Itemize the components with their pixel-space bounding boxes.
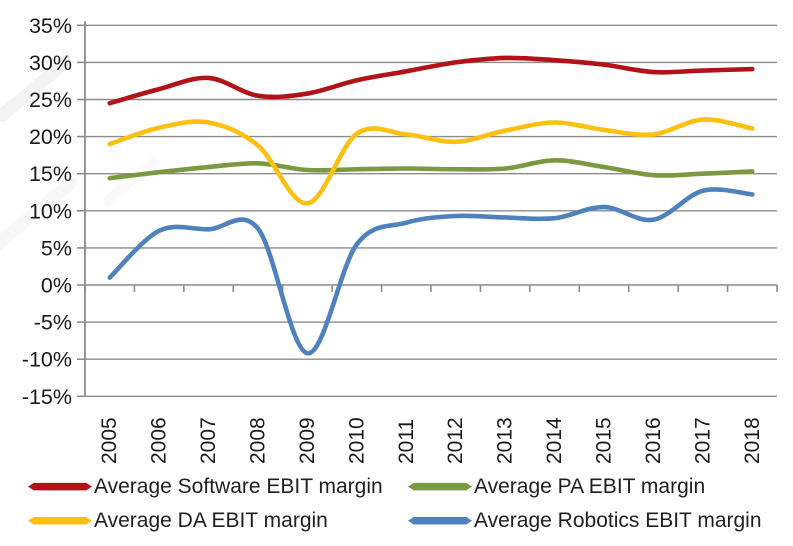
series-line-average-robotics-ebit-margin — [107, 187, 755, 356]
x-axis-label: 2016 — [642, 417, 665, 464]
y-axis-label: 5% — [41, 236, 72, 260]
x-axis-label: 2009 — [296, 417, 319, 464]
legend-item-average-robotics-ebit-margin: Average Robotics EBIT margin — [408, 508, 786, 533]
x-axis-label: 2018 — [741, 417, 764, 464]
series-line-average-software-ebit-margin — [107, 55, 755, 106]
y-axis-label: 20% — [29, 125, 72, 149]
x-axis-label: 2010 — [345, 417, 368, 464]
x-axis-label: 2011 — [395, 419, 418, 464]
x-axis-label: 2008 — [247, 417, 270, 464]
legend-label: Average DA EBIT margin — [94, 509, 328, 533]
x-axis-label: 2006 — [148, 417, 171, 464]
y-axis-label: 30% — [29, 51, 72, 75]
x-axis-label: 2007 — [197, 417, 220, 464]
legend-item-average-software-ebit-margin: Average Software EBIT margin — [28, 474, 408, 499]
y-axis-label: 15% — [29, 162, 72, 186]
legend-marker-icon — [28, 482, 92, 491]
y-axis-label: 0% — [41, 274, 72, 298]
x-axis-label: 2015 — [593, 417, 616, 464]
x-axis-label: 2017 — [691, 417, 714, 464]
legend-label: Average PA EBIT margin — [474, 475, 706, 498]
series-line-average-da-ebit-margin — [107, 117, 755, 206]
y-axis-label: -5% — [34, 311, 72, 335]
legend-label: Average Software EBIT margin — [94, 475, 383, 498]
y-axis-label: 35% — [29, 14, 72, 38]
legend-marker-icon — [28, 517, 92, 525]
series-line-average-pa-ebit-margin — [107, 158, 755, 181]
y-axis-label: 25% — [29, 88, 72, 112]
y-axis-label: 10% — [29, 199, 72, 223]
legend-marker-icon — [408, 517, 472, 525]
legend-marker-icon — [408, 482, 472, 491]
legend-label: Average Robotics EBIT margin — [474, 509, 762, 533]
x-axis-label: 2014 — [543, 417, 566, 464]
legend-item-average-pa-ebit-margin: Average PA EBIT margin — [408, 474, 786, 499]
x-axis-label: 2012 — [444, 417, 467, 464]
legend-item-average-da-ebit-margin: Average DA EBIT margin — [28, 508, 408, 533]
y-axis-label: -10% — [22, 348, 72, 372]
y-axis-label: -15% — [22, 385, 72, 409]
chart-legend: Average Software EBIT margin Average PA E… — [28, 474, 786, 533]
x-axis-label: 2013 — [494, 417, 517, 464]
x-axis-label: 2005 — [98, 417, 121, 464]
